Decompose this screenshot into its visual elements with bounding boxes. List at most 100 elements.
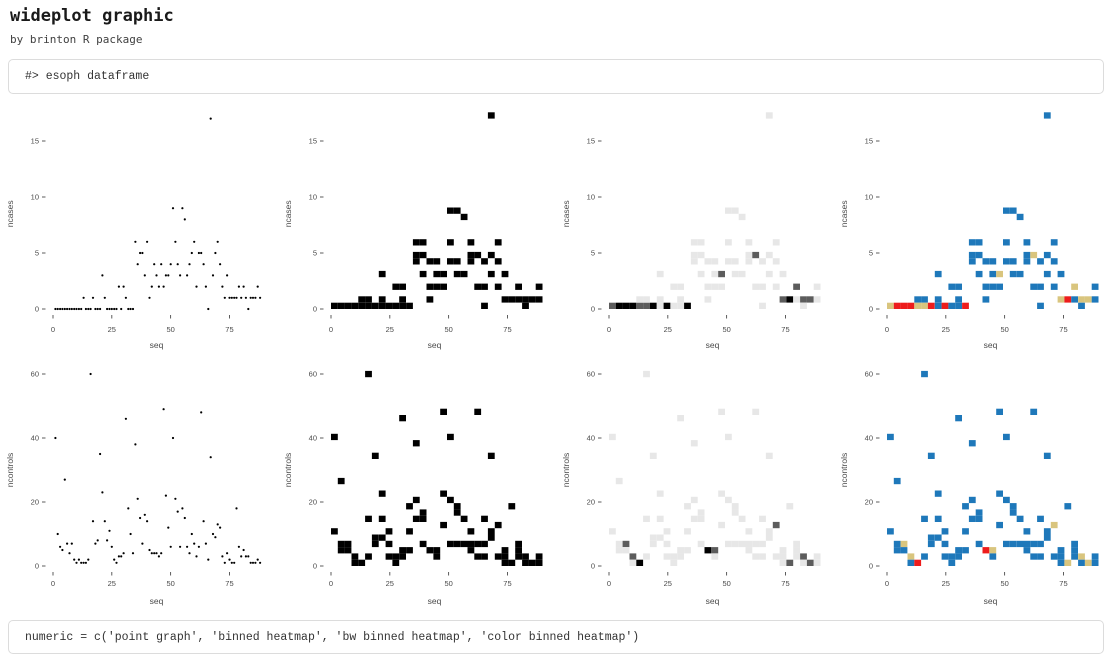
y-axis-title: ncontrols [561,452,571,487]
data-point [162,285,165,288]
data-point [61,307,64,310]
y-axis: 0 20 40 60 ncontrols [283,369,324,570]
bin-tile [948,552,956,560]
bin-tile [453,207,461,214]
bin-tile [351,559,359,566]
bin-tile [447,496,454,503]
bin-tile [609,433,616,440]
bin-tile [684,527,691,534]
bin-tile [615,302,623,309]
bin-tile [921,302,928,309]
bin-tile [731,508,739,516]
bin-tile [358,295,366,303]
bin-tile [508,295,516,303]
x-tick-label: 25 [108,325,116,334]
bin-tile [975,515,983,522]
y-tick-label: 10 [865,192,873,201]
bin-tile [365,370,372,377]
bin-tile [535,552,543,560]
bin-tile [711,552,719,560]
bin-tile [535,295,543,303]
bin-tile [508,559,516,566]
bin-tile [433,257,441,264]
data-point [233,561,236,564]
data-point [233,296,236,299]
bin-tile [725,540,732,547]
panel-ncontrols-binned-heatmap: 0 25 50 75 seq 0 20 40 60 ncontrols [278,356,556,611]
bin-tile [718,521,725,528]
bin-tile [522,295,529,303]
data-point [216,522,219,525]
y-tick-label: 5 [591,248,595,257]
bin-tile [893,540,901,547]
bin-tile [921,370,928,377]
bin-tile [351,302,359,309]
x-tick-label: 25 [386,325,394,334]
bin-tile [528,295,536,303]
data-point [91,296,95,299]
x-tick-label: 75 [1059,579,1067,588]
data-point [204,285,207,288]
bin-tile [1078,559,1085,566]
tiles-layer [331,370,543,566]
bin-tile [697,238,705,245]
bin-tile [690,251,698,258]
y-tick-label: 5 [35,248,39,257]
bin-tile [365,552,372,560]
data-point [103,296,106,299]
chart-svg-ncases-binned-heatmap: 0 25 50 75 seq 0 5 10 15 ncases [283,111,543,350]
bin-tile [663,302,671,309]
data-point [242,285,245,288]
data-point [61,548,64,551]
data-point [226,273,229,276]
bin-tile [649,540,657,547]
data-point [219,526,222,529]
bin-tile [1078,295,1085,303]
bin-tile [996,490,1003,497]
bin-tile [412,515,420,522]
x-tick-label: 0 [329,325,333,334]
bin-tile [453,257,461,264]
bin-tile [684,546,691,553]
bin-tile [934,490,942,497]
data-point [171,436,175,439]
bin-tile [982,546,990,553]
bin-tile [779,295,787,303]
data-point [96,307,99,310]
y-axis-title: ncases [839,200,849,227]
bin-tile [649,452,657,459]
x-tick-label: 0 [607,579,611,588]
bin-tile [1016,213,1024,220]
data-point [94,542,97,545]
bin-tile [759,257,766,264]
data-point [209,117,212,120]
chart-svg-ncases-color-binned-heatmap: 0 25 50 75 seq 0 5 10 15 ncases [839,111,1099,350]
bin-tile [1009,508,1017,516]
data-point [235,506,238,509]
bin-tile [419,251,427,258]
bin-tile [474,408,482,415]
bin-tile [975,540,983,547]
bin-tile [412,439,420,446]
data-point [101,273,104,276]
data-point [197,251,200,254]
bin-tile [494,552,502,560]
bin-tile [460,270,468,277]
bin-tile [426,283,434,290]
data-point [127,506,130,509]
bin-tile [337,540,345,547]
y-tick-label: 60 [865,369,873,378]
x-axis-title: seq [428,596,442,606]
panel-ncases-binned-heatmap: 0 25 50 75 seq 0 5 10 15 ncases [278,106,556,356]
data-point [164,494,167,497]
x-tick-label: 50 [1000,325,1008,334]
bin-tile [745,546,753,553]
bin-tile [481,257,488,264]
bin-tile [1064,295,1072,303]
bin-tile [670,552,678,560]
bin-tile [656,270,664,277]
bin-tile [508,502,516,509]
data-point [244,554,247,557]
x-tick-label: 75 [781,579,789,588]
bin-tile [968,251,976,258]
